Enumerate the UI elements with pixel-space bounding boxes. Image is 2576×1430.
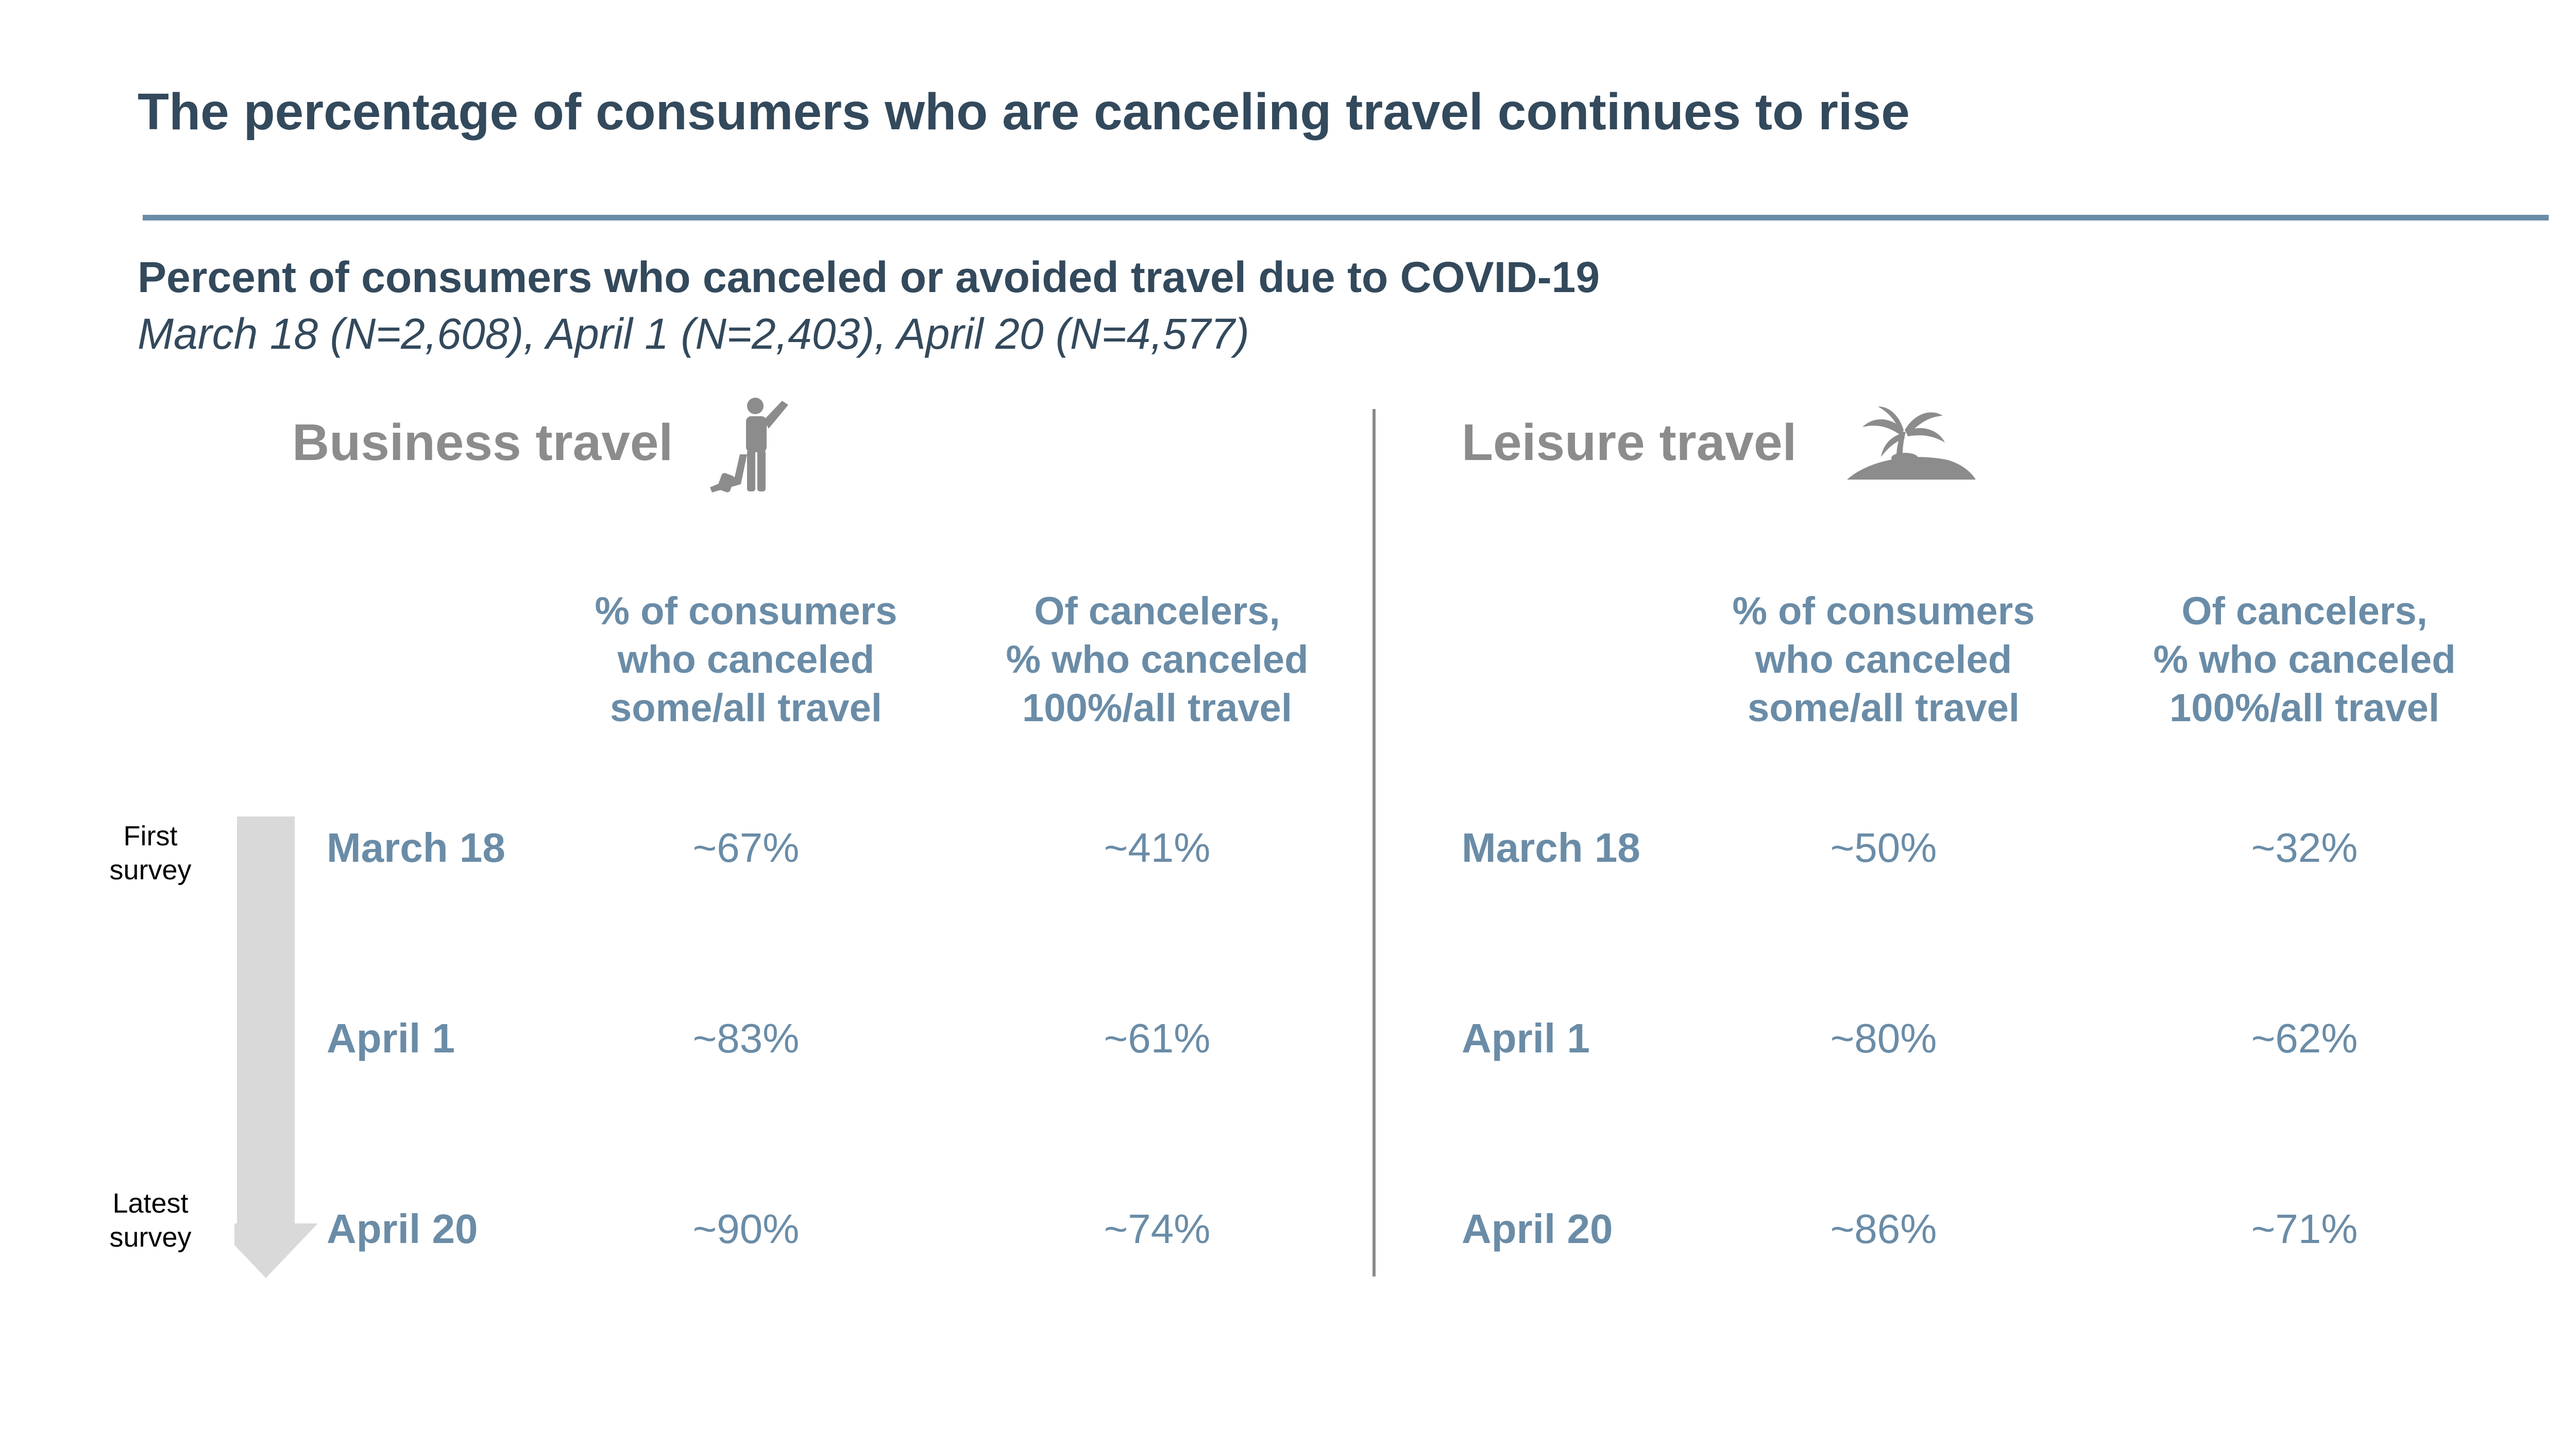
leisure-value-all: ~32% bbox=[2251, 825, 2358, 871]
leisure-row-label: March 18 bbox=[1462, 825, 1640, 871]
business-col-some-header: % of consumers who canceled some/all tra… bbox=[595, 589, 897, 730]
business-value-some: ~83% bbox=[692, 1015, 800, 1061]
chart-subtitle: Percent of consumers who canceled or avo… bbox=[138, 253, 1600, 301]
leisure-value-some: ~80% bbox=[1830, 1015, 1937, 1061]
business-value-all: ~61% bbox=[1104, 1015, 1211, 1061]
leisure-value-some: ~86% bbox=[1830, 1206, 1937, 1252]
business-value-all: ~74% bbox=[1104, 1206, 1211, 1252]
leisure-value-all: ~71% bbox=[2251, 1206, 2358, 1252]
latest-survey-label: Latest survey bbox=[109, 1188, 192, 1253]
business-row-label: April 20 bbox=[327, 1206, 478, 1252]
leisure-row-label: April 1 bbox=[1462, 1015, 1590, 1061]
leisure-value-all: ~62% bbox=[2251, 1015, 2358, 1061]
business-row-label: March 18 bbox=[327, 825, 505, 871]
leisure-col-some-header: % of consumers who canceled some/all tra… bbox=[1732, 589, 2035, 730]
traveler-with-suitcase-icon bbox=[710, 398, 788, 492]
business-value-some: ~67% bbox=[692, 825, 800, 871]
leisure-value-some: ~50% bbox=[1830, 825, 1937, 871]
business-value-some: ~90% bbox=[692, 1206, 800, 1252]
page-title: The percentage of consumers who are canc… bbox=[138, 83, 1910, 141]
leisure-row-label: April 20 bbox=[1462, 1206, 1613, 1252]
business-col-all-header: Of cancelers, % who canceled 100%/all tr… bbox=[1006, 589, 1309, 730]
leisure-col-all-header: Of cancelers, % who canceled 100%/all tr… bbox=[2153, 589, 2456, 730]
sample-sizes: March 18 (N=2,608), April 1 (N=2,403), A… bbox=[138, 310, 1249, 358]
business-value-all: ~41% bbox=[1104, 825, 1211, 871]
section-divider bbox=[1372, 409, 1376, 1276]
first-survey-label: First survey bbox=[109, 821, 192, 886]
business-row-label: April 1 bbox=[327, 1015, 455, 1061]
palm-island-icon bbox=[1847, 406, 1976, 480]
business-travel-title: Business travel bbox=[292, 414, 673, 471]
leisure-travel-title: Leisure travel bbox=[1462, 414, 1797, 471]
timeline-down-arrow bbox=[234, 816, 318, 1278]
title-divider bbox=[143, 215, 2549, 220]
